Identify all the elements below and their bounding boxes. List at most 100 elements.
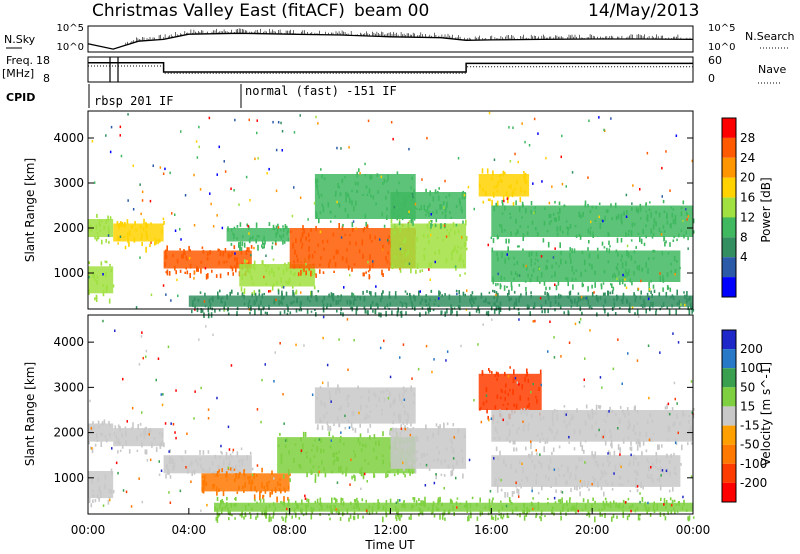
power-speck	[596, 247, 599, 251]
velocity-speck	[353, 474, 355, 478]
power-speck	[346, 299, 349, 305]
velocity-ytick-label: 4000	[53, 335, 84, 349]
velocity-speck	[611, 481, 614, 486]
velocity-speck	[332, 452, 335, 458]
power-speck	[678, 233, 680, 238]
power-speck	[219, 273, 222, 279]
velocity-speck	[463, 504, 466, 508]
power-ytick-label: 4000	[53, 131, 84, 145]
power-speck	[567, 311, 570, 316]
power-speck	[528, 252, 531, 258]
velocity-speck	[108, 496, 111, 501]
power-scatter	[319, 230, 322, 234]
velocity-speck	[604, 512, 606, 518]
power-scatter	[193, 224, 196, 227]
velocity-speck	[341, 471, 344, 475]
power-speck	[506, 285, 508, 289]
power-speck	[530, 258, 533, 263]
power-speck	[655, 310, 657, 316]
power-speck	[455, 205, 458, 208]
velocity-speck	[600, 470, 603, 475]
velocity-speck	[293, 457, 295, 464]
power-colorbar-segment	[722, 217, 736, 238]
velocity-speck	[282, 501, 284, 505]
power-speck	[491, 199, 493, 206]
velocity-speck	[656, 478, 659, 481]
power-speck	[495, 202, 497, 207]
power-speck	[361, 239, 364, 246]
power-speck	[299, 266, 301, 269]
power-speck	[107, 225, 110, 231]
power-scatter	[590, 220, 592, 224]
velocity-speck	[139, 422, 142, 426]
power-speck	[455, 289, 458, 293]
velocity-speck	[346, 508, 349, 514]
power-scatter	[366, 193, 369, 197]
velocity-speck	[215, 470, 218, 476]
power-scatter	[426, 136, 428, 140]
power-speck	[272, 258, 275, 261]
power-speck	[252, 235, 254, 240]
power-scatter	[625, 193, 628, 197]
power-speck	[459, 297, 461, 303]
power-speck	[110, 269, 113, 272]
power-speck	[315, 182, 318, 188]
velocity-speck	[408, 468, 410, 473]
power-speck	[518, 295, 521, 299]
power-speck	[670, 206, 673, 209]
velocity-speck	[506, 512, 509, 519]
velocity-speck	[299, 464, 302, 469]
velocity-speck	[675, 442, 678, 446]
power-scatter	[352, 220, 355, 223]
power-speck	[689, 296, 691, 301]
velocity-speck	[511, 491, 514, 497]
velocity-speck	[457, 430, 459, 434]
velocity-speck	[399, 517, 401, 521]
power-speck	[463, 264, 465, 267]
power-scatter	[216, 214, 218, 217]
power-speck	[108, 230, 110, 235]
power-speck	[634, 260, 636, 264]
velocity-speck	[332, 435, 334, 438]
velocity-speck	[410, 514, 412, 520]
velocity-speck	[408, 460, 411, 465]
power-scatter	[224, 170, 227, 173]
power-speck	[179, 269, 182, 273]
velocity-speck	[638, 517, 641, 521]
power-speck	[587, 203, 589, 208]
velocity-speck	[650, 474, 653, 479]
power-speck	[217, 295, 220, 300]
power-speck	[294, 249, 296, 255]
velocity-speck	[675, 438, 677, 442]
velocity-speck	[505, 383, 507, 388]
velocity-speck	[401, 443, 404, 449]
velocity-speck	[663, 512, 665, 517]
power-speck	[226, 309, 229, 312]
power-speck	[128, 241, 130, 247]
velocity-speck	[347, 419, 350, 424]
power-speck	[420, 205, 423, 211]
power-speck	[519, 197, 522, 203]
velocity-speck	[369, 435, 371, 440]
velocity-scatter	[350, 458, 352, 461]
power-speck	[457, 245, 459, 248]
power-speck	[353, 206, 355, 212]
velocity-speck	[688, 415, 690, 418]
power-speck	[666, 285, 669, 290]
power-speck	[296, 254, 298, 258]
power-speck	[545, 264, 547, 270]
velocity-speck	[658, 444, 660, 450]
power-scatter	[528, 144, 531, 147]
power-speck	[433, 303, 436, 306]
velocity-speck	[220, 508, 223, 515]
velocity-scatter	[488, 418, 490, 422]
velocity-speck	[188, 464, 191, 467]
velocity-speck	[221, 506, 224, 511]
power-scatter	[150, 241, 152, 244]
velocity-speck	[117, 450, 119, 454]
power-scatter	[408, 147, 410, 151]
velocity-speck	[265, 506, 267, 511]
velocity-speck	[356, 497, 358, 502]
power-speck	[336, 309, 338, 313]
